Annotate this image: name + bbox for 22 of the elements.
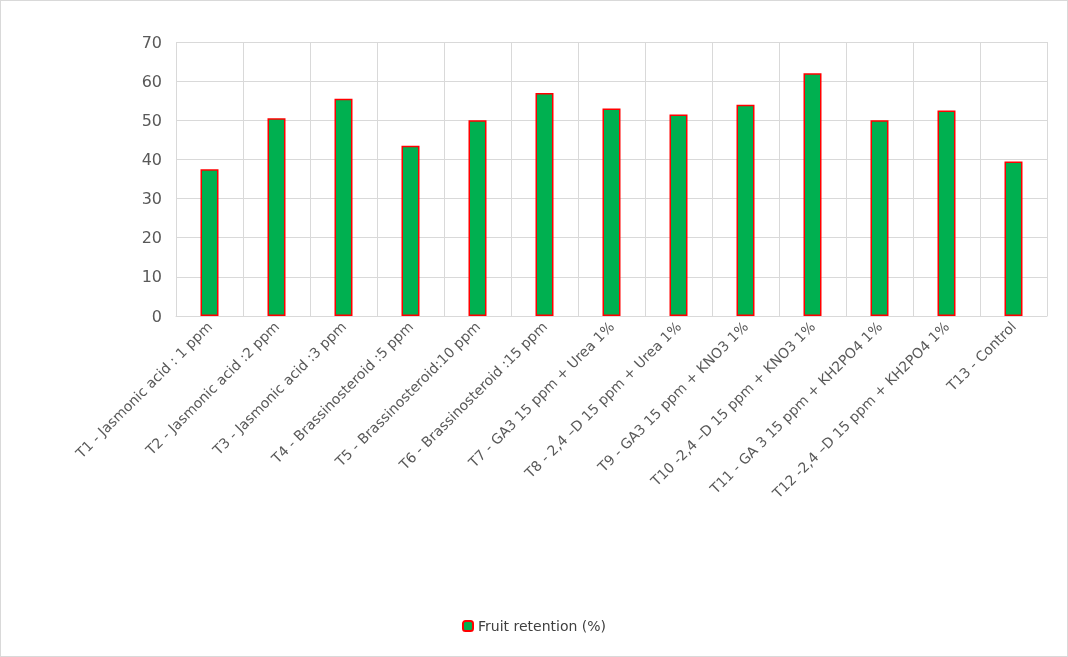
y-tick-label: 30 xyxy=(141,189,162,209)
bar xyxy=(535,92,554,316)
bar xyxy=(1004,161,1023,316)
legend-label: Fruit retention (%) xyxy=(477,618,607,634)
bar xyxy=(870,120,889,316)
y-tick-label: 20 xyxy=(141,228,162,248)
bar xyxy=(334,98,353,316)
bar xyxy=(937,110,956,316)
y-tick-label: 40 xyxy=(141,149,162,169)
bar xyxy=(468,120,487,316)
y-tick-label: 10 xyxy=(141,267,162,287)
y-tick-label: 50 xyxy=(141,110,162,130)
bar xyxy=(669,114,688,316)
y-tick-label: 70 xyxy=(141,32,162,52)
bar xyxy=(803,73,822,316)
bar xyxy=(267,118,286,316)
y-tick-label: 0 xyxy=(151,306,162,326)
bar xyxy=(736,104,755,316)
bar xyxy=(602,108,621,316)
bar xyxy=(200,169,219,316)
bar xyxy=(401,145,420,316)
y-tick-label: 60 xyxy=(141,71,162,91)
